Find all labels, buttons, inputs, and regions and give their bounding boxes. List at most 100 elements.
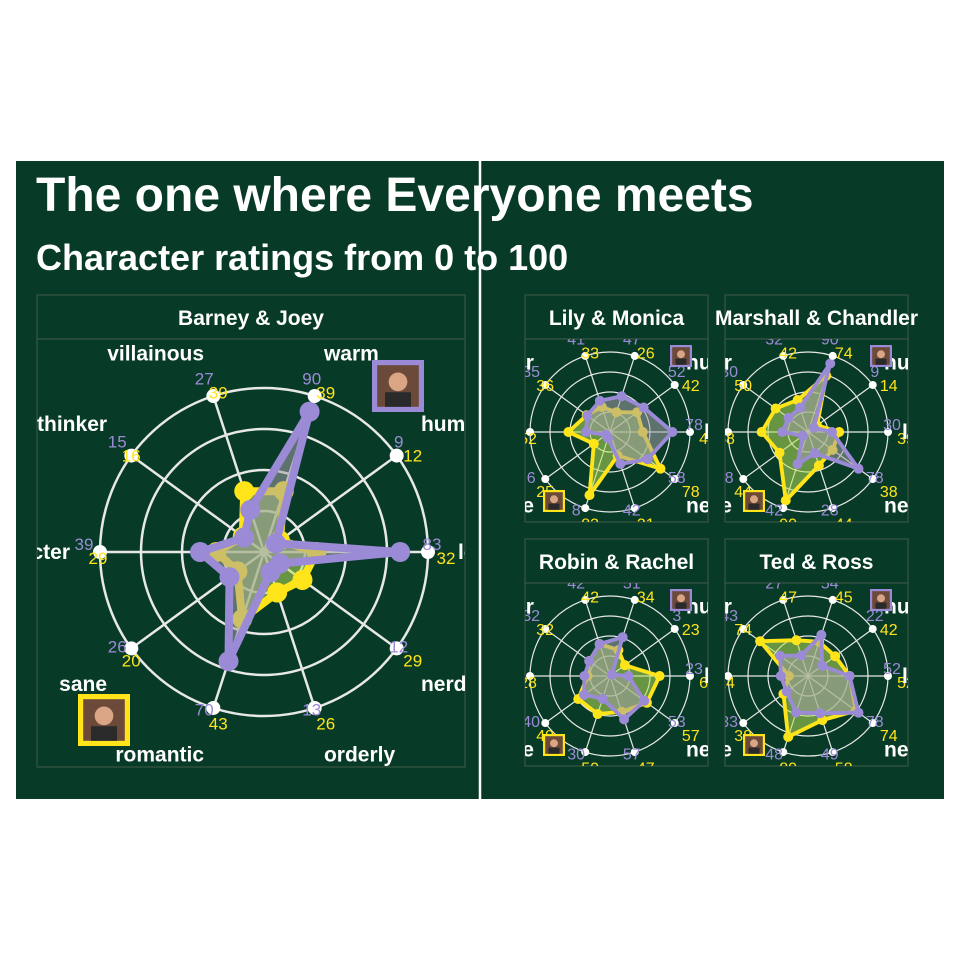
axis-label-humorless: humorless — [421, 413, 527, 436]
himym-point — [834, 427, 845, 437]
axis-label-nerd: nerd — [884, 494, 930, 517]
friends-point — [638, 402, 649, 413]
friends-point — [606, 669, 617, 680]
facet-strip — [524, 294, 709, 340]
friends-point — [642, 454, 653, 465]
panel-2: Marshall & Chandler9074warm914humorless3… — [715, 294, 960, 523]
friends-value-label: 30 — [567, 747, 585, 764]
friends-value-label: 54 — [821, 575, 839, 592]
friends-point — [594, 639, 605, 650]
friends-value-label: 49 — [821, 747, 839, 764]
friends-point — [219, 567, 240, 588]
panel-plot: 5445warm2242humorless5252low IQ7874nerd4… — [662, 575, 930, 778]
friends-value-label: 33 — [720, 714, 738, 731]
friends-value-label: 47 — [623, 331, 641, 348]
himym-value-label: 74 — [835, 345, 853, 362]
axis-end-dot — [884, 428, 892, 436]
axis-label-sane: sane — [486, 738, 534, 761]
friends-value-label: 22 — [866, 608, 884, 625]
friends-point — [795, 402, 806, 413]
axis-label-nerd: nerd — [686, 494, 732, 517]
axis-label-nerd: nerd — [686, 738, 732, 761]
himym-value-label: 52 — [519, 431, 537, 448]
axis-label-nerd: nerd — [884, 738, 930, 761]
himym-point — [791, 635, 802, 646]
axis-end-dot — [739, 624, 748, 633]
himym-point — [770, 403, 781, 414]
axis-label-low-iq: low IQ — [704, 665, 767, 688]
friends-value-label: 90 — [821, 331, 839, 348]
himym-value-label: 41 — [699, 431, 717, 448]
friends-point — [853, 463, 864, 474]
himym-value-label: 58 — [835, 761, 853, 778]
himym-point — [267, 582, 288, 603]
friends-value-label: 52 — [883, 661, 901, 678]
axis-end-dot — [868, 624, 877, 633]
axis-end-dot — [421, 545, 435, 559]
friends-point — [617, 632, 628, 643]
axis-label-romantic: romantic — [115, 744, 204, 767]
friends-value-label: 27 — [765, 575, 783, 592]
friends-point — [808, 422, 819, 433]
friends-point — [783, 412, 794, 423]
himym-point — [756, 427, 767, 437]
himym-point — [813, 460, 824, 471]
axis-end-dot — [739, 380, 748, 389]
axis-end-dot — [630, 595, 639, 604]
himym-point — [292, 569, 313, 590]
facet-strip — [36, 294, 466, 340]
friends-point — [815, 708, 826, 719]
panel-4: Ted & Ross5445warm2242humorless5252low I… — [662, 538, 930, 778]
panel-3: Robin & Rachel5134warm323humorless2362lo… — [486, 538, 767, 778]
axis-end-dot — [868, 475, 877, 484]
axis-end-dot — [725, 428, 732, 436]
himym-point — [584, 490, 595, 501]
axis-label-warm: warm — [836, 318, 892, 341]
axis-label-low-iq: low IQ — [902, 421, 960, 444]
ted-portrait-icon — [743, 734, 765, 756]
friends-point — [792, 458, 803, 469]
axis-label-villainous: villainous — [107, 342, 204, 365]
chart-title: The one where Everyone meets — [36, 169, 754, 222]
friends-value-label: 9 — [394, 433, 403, 452]
axis-label-thinker: thinker — [662, 596, 732, 619]
himym-value-label: 50 — [581, 761, 599, 778]
friends-point — [601, 429, 612, 440]
friends-value-label: 90 — [302, 370, 321, 389]
panel-plot: 9074warm914humorless3039low IQ7838nerd28… — [725, 318, 960, 522]
himym-value-label: 74 — [880, 728, 898, 745]
panels-layer: Barney & Joey9039warm912humorless8332low… — [36, 294, 960, 778]
himym-value-label: 39 — [209, 384, 228, 403]
lily-portrait-icon — [543, 490, 565, 512]
axis-end-dot — [124, 448, 139, 463]
himym-value-label: 42 — [880, 622, 898, 639]
friends-value-label: 28 — [821, 503, 839, 520]
panel-1: Lily & Monica4726warm5242humorless7841lo… — [519, 294, 732, 534]
himym-point — [592, 709, 603, 720]
axis-end-dot — [868, 380, 877, 389]
himym-value-label: 12 — [403, 447, 422, 466]
himym-point — [234, 481, 255, 502]
himym-point — [792, 395, 803, 406]
friends-value-label: 27 — [195, 370, 214, 389]
axis-end-dot — [389, 641, 404, 656]
friends-value-label: 15 — [108, 433, 127, 452]
friends-point — [853, 707, 864, 718]
friends-value-label: 78 — [866, 470, 884, 487]
friends-value-label: 78 — [866, 714, 884, 731]
himym-value-label: 36 — [536, 378, 554, 395]
axis-end-dot — [779, 504, 788, 513]
friends-point — [817, 660, 828, 671]
himym-value-label: 23 — [682, 622, 700, 639]
axis-label-orderly: orderly — [324, 744, 396, 767]
friends-point — [616, 391, 627, 402]
friends-point — [234, 527, 255, 548]
himym-point — [755, 636, 766, 647]
friends-value-label: 42 — [623, 503, 641, 520]
friends-point — [797, 430, 808, 441]
himym-value-label: 31 — [637, 517, 655, 534]
friends-point — [639, 695, 650, 706]
axis-end-dot — [389, 448, 404, 463]
himym-value-label: 32 — [437, 549, 456, 568]
